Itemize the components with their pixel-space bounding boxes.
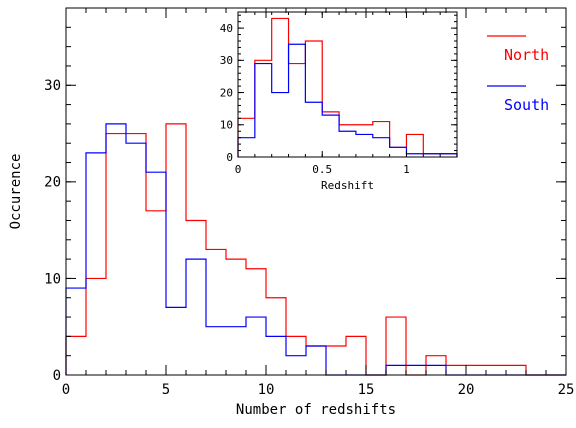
main-series-south-line <box>65 123 566 376</box>
inset-series-north-line <box>237 17 458 157</box>
main-plot-frame <box>65 7 567 376</box>
main-x-tick-label: 20 <box>458 382 475 398</box>
inset-y-tick-label: 20 <box>220 86 233 99</box>
legend-label-north: North <box>504 46 549 64</box>
main-y-tick-label: 20 <box>44 175 61 191</box>
main-x-tick-label: 15 <box>358 382 375 398</box>
inset-x-tick-label: 0.5 <box>312 163 332 176</box>
main-y-tick-label: 30 <box>44 78 61 94</box>
main-x-tick-label: 10 <box>258 382 275 398</box>
inset-plot-frame <box>237 11 458 158</box>
inset-y-tick-label: 30 <box>220 54 233 67</box>
inset-y-tick-label: 40 <box>220 22 233 35</box>
main-x-tick-label: 0 <box>62 382 70 398</box>
legend: North South <box>487 35 549 114</box>
inset-series-south-line <box>237 43 458 157</box>
main-y-tick-label: 10 <box>44 271 61 287</box>
inset-x-tick-label: 1 <box>403 163 410 176</box>
main-x-tick-label: 5 <box>162 382 170 398</box>
main-x-tick-label: 25 <box>558 382 575 398</box>
inset-y-tick-label: 10 <box>220 119 233 132</box>
legend-label-south: South <box>504 96 549 114</box>
inset-x-tick-label: 0 <box>235 163 242 176</box>
main-x-axis-title: Number of redshifts <box>236 402 396 418</box>
main-y-axis-title: Occurence <box>8 154 24 230</box>
inset-y-tick-label: 0 <box>226 151 233 164</box>
inset-x-axis-title: Redshift <box>321 179 374 192</box>
main-y-tick-label: 0 <box>53 368 61 384</box>
main-series-north-line <box>65 123 566 376</box>
